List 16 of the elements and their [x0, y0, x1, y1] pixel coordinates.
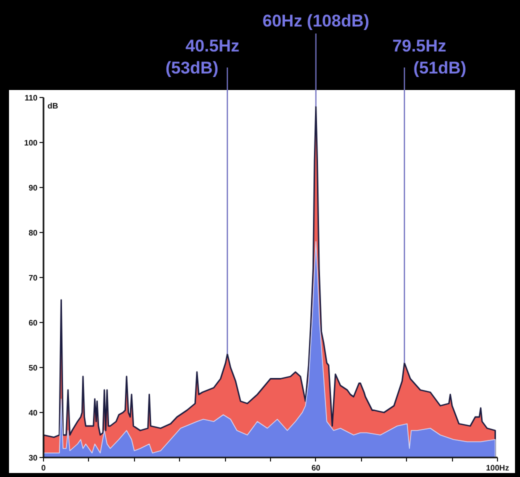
y-tick-label: 50: [28, 364, 38, 372]
y-axis-title: dB: [48, 102, 58, 110]
x-tick-label: 60: [311, 464, 321, 472]
y-tick-label: 80: [28, 228, 38, 238]
x-tick-label: 100Hz: [486, 464, 510, 472]
annotation: 60Hz (108dB): [262, 12, 370, 30]
y-tick-label: 30: [28, 454, 38, 462]
annotation: 79.5Hz (51dB): [392, 36, 466, 78]
y-tick-label: 90: [28, 184, 38, 192]
y-tick-label: 100: [24, 138, 38, 148]
y-tick-label: 70: [28, 274, 38, 282]
y-tick-label: 110: [24, 94, 38, 102]
y-tick-label: 40: [28, 408, 38, 418]
annotation: 40.5Hz (53dB): [165, 36, 240, 78]
y-tick-label: 60: [28, 318, 38, 328]
x-tick-label: 0: [41, 464, 46, 472]
